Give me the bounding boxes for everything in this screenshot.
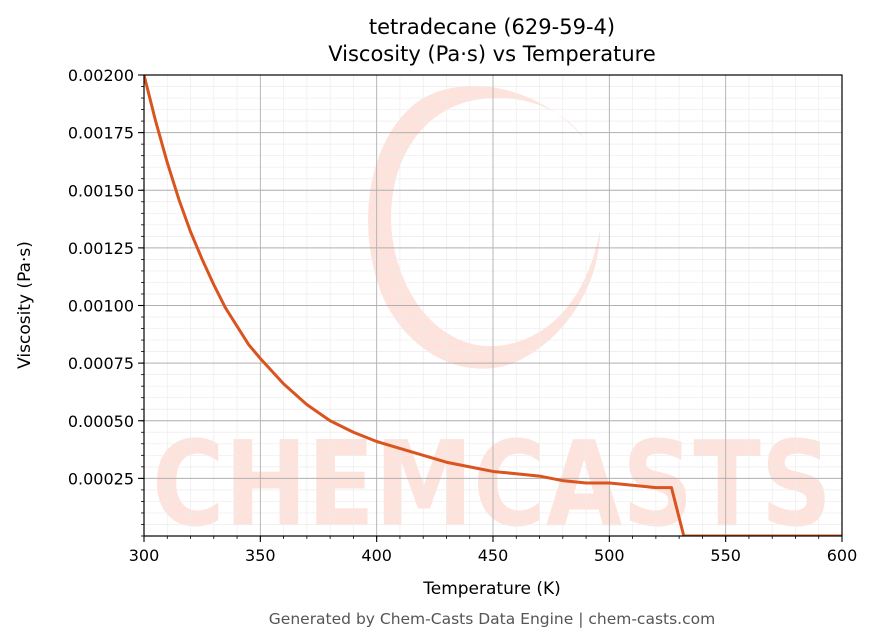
- y-axis: 0.00025 0.00050 0.00075 0.00100 0.00125 0.001…: [68, 66, 144, 537]
- y-axis-label: Viscosity (Pa·s): [15, 241, 35, 369]
- y-tick-label: 0.00175: [68, 124, 134, 143]
- y-tick-label: 0.00050: [68, 412, 134, 431]
- y-tick-label: 0.00125: [68, 239, 134, 258]
- x-tick-label: 350: [245, 546, 276, 565]
- series-layer: [144, 75, 842, 536]
- chart-title: tetradecane (629-59-4): [369, 15, 615, 39]
- y-tick-label: 0.00025: [68, 469, 134, 488]
- x-tick-label: 500: [594, 546, 625, 565]
- x-tick-label: 450: [478, 546, 509, 565]
- y-tick-label: 0.00075: [68, 354, 134, 373]
- x-tick-label: 300: [129, 546, 160, 565]
- x-tick-label: 550: [710, 546, 741, 565]
- watermark-text: CHEMCASTS: [152, 415, 832, 553]
- y-tick-label: 0.00100: [68, 297, 134, 316]
- y-tick-label: 0.00200: [68, 66, 134, 85]
- x-axis-label: Temperature (K): [422, 579, 561, 599]
- footer-credit: Generated by Chem-Casts Data Engine | ch…: [269, 610, 715, 628]
- series-line-0: [144, 75, 842, 536]
- chart-subtitle: Viscosity (Pa·s) vs Temperature: [328, 42, 656, 66]
- x-tick-label: 600: [827, 546, 858, 565]
- x-axis: 300 350 400 450 500 550 600: [129, 536, 858, 565]
- x-tick-label: 400: [361, 546, 392, 565]
- y-tick-label: 0.00150: [68, 181, 134, 200]
- watermark: CHEMCASTS: [152, 85, 832, 553]
